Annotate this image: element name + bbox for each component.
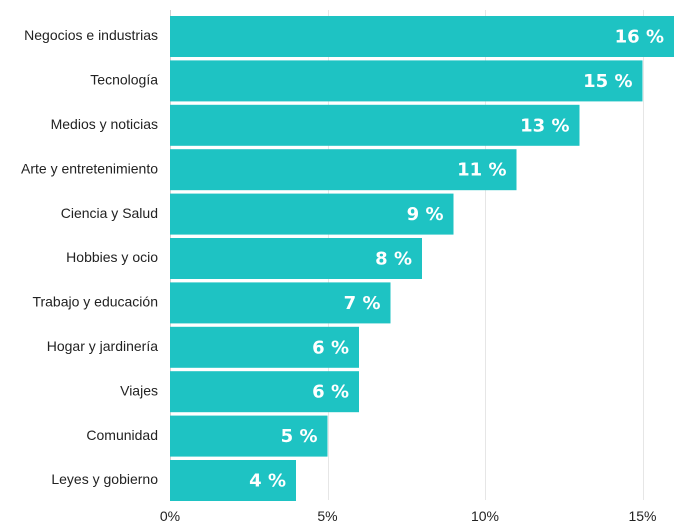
x-tick-label: 15% — [628, 508, 656, 522]
category-label: Tecnología — [90, 72, 158, 88]
value-labels: 16 % 15 % 13 % 11 % 9 % 8 % 7 % 6 % 6 % 5 % 4 % — [249, 27, 664, 492]
bar — [170, 282, 391, 324]
value-label: 11 % — [457, 160, 506, 181]
bar — [170, 104, 580, 146]
bar — [170, 60, 643, 102]
value-label: 6 % — [312, 382, 349, 403]
bar — [170, 149, 517, 191]
bars — [170, 16, 674, 501]
category-labels: Negocios e industrias Tecnología Medios y … — [21, 27, 158, 487]
bar — [170, 415, 328, 457]
bar — [170, 371, 359, 413]
bar — [170, 326, 359, 368]
bar — [170, 16, 674, 57]
x-axis-tick-labels: 0% 5% 10% 15% — [160, 508, 657, 522]
category-label: Trabajo y educación — [32, 294, 158, 310]
bar — [170, 238, 422, 279]
value-label: 15 % — [583, 71, 632, 92]
value-label: 16 % — [615, 27, 664, 48]
category-label: Arte y entretenimiento — [21, 160, 158, 176]
value-label: 13 % — [520, 115, 569, 136]
x-tick-label: 5% — [317, 508, 337, 522]
x-tick-label: 10% — [471, 508, 499, 522]
category-label: Hogar y jardinería — [47, 338, 158, 354]
value-label: 6 % — [312, 337, 349, 358]
value-label: 9 % — [407, 204, 444, 225]
bar — [170, 193, 454, 235]
category-label: Viajes — [120, 382, 158, 398]
category-label: Negocios e industrias — [24, 27, 158, 43]
value-label: 8 % — [375, 249, 412, 270]
x-tick-label: 0% — [160, 508, 180, 522]
category-label: Medios y noticias — [51, 116, 158, 132]
category-label: Leyes y gobierno — [51, 471, 158, 487]
category-label: Hobbies y ocio — [66, 249, 158, 265]
category-label: Ciencia y Salud — [61, 205, 158, 221]
bar — [170, 460, 296, 501]
value-label: 7 % — [344, 293, 381, 314]
value-label: 4 % — [249, 471, 286, 492]
category-label: Comunidad — [86, 427, 158, 443]
value-label: 5 % — [281, 426, 318, 447]
